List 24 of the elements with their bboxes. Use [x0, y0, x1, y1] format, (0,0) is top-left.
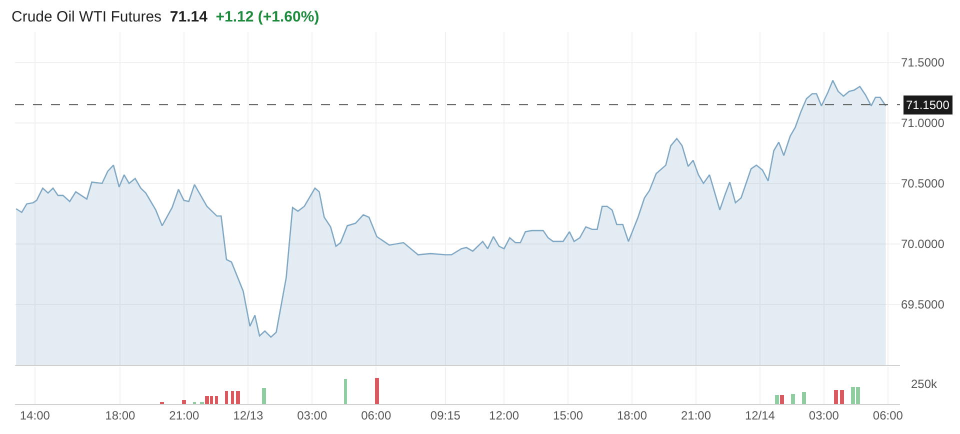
y-tick-label: 70.0000 — [901, 237, 945, 252]
x-tick-label: 06:00 — [872, 408, 904, 422]
x-tick-label: 15:00 — [553, 408, 584, 422]
x-tick-label: 03:00 — [297, 408, 328, 422]
x-tick-label: 21:00 — [169, 408, 200, 422]
x-tick-label: 09:15 — [430, 408, 461, 422]
y-tick-label: 70.5000 — [901, 176, 945, 191]
y-tick-label: 69.5000 — [901, 298, 945, 312]
chart-subtitle: 71.14 — [170, 8, 208, 26]
x-tick-label: 21:00 — [680, 408, 712, 422]
x-tick-label: 12/13 — [233, 408, 264, 422]
x-tick-label: 14:00 — [20, 408, 50, 422]
y-tick-label: 71.5000 — [901, 55, 945, 70]
x-tick-label: 12:00 — [489, 408, 520, 422]
x-tick-label: 18:00 — [105, 408, 136, 422]
ref-line-label: 71.1500 — [906, 98, 950, 112]
x-tick-label: 12/14 — [744, 408, 776, 422]
x-tick-label: 18:00 — [616, 408, 648, 422]
y-tick-label: 71.0000 — [901, 116, 945, 130]
text: +1.12 (+1.60%) — [216, 8, 320, 26]
text: 250k — [911, 377, 938, 391]
x-tick-label: 03:00 — [808, 408, 840, 422]
x-tick-label: 06:00 — [361, 408, 392, 422]
chart-title: Crude Oil WTI Futures — [12, 8, 162, 26]
